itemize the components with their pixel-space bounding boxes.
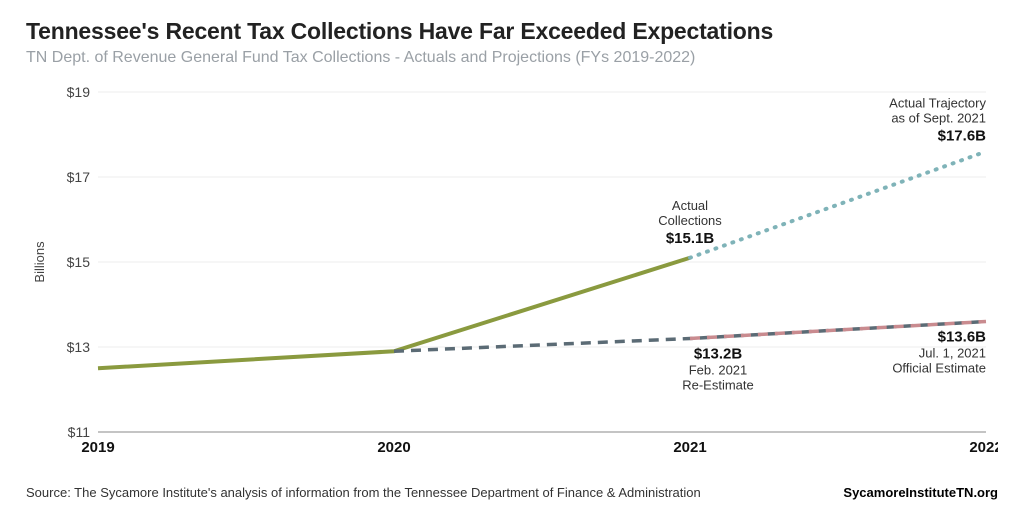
ann-actual-2: Collections [658,213,722,228]
ann-official-2: Official Estimate [892,361,986,376]
x-tick-label: 2020 [377,439,410,456]
ann-traj-1: Actual Trajectory [889,96,986,111]
x-tick-label: 2019 [81,439,114,456]
ann-traj-2: as of Sept. 2021 [891,111,986,126]
chart-title: Tennessee's Recent Tax Collections Have … [26,18,998,45]
chart-footer: Source: The Sycamore Institute's analysi… [26,485,998,500]
ann-official-val: $13.6B [938,329,987,346]
ann-reest-val: $13.2B [694,346,743,363]
y-tick-label: $15 [67,254,91,270]
chart-area: $11 $13 $15 $17 $19 2019 2020 2021 2022 Billions A… [26,72,998,468]
x-tick-label: 2022 [969,439,998,456]
y-tick-label: $19 [67,84,91,100]
ann-actual-1: Actual [672,198,708,213]
chart-subtitle: TN Dept. of Revenue General Fund Tax Col… [26,49,998,67]
series-actual [98,258,690,369]
y-axis-title: Billions [32,241,47,283]
y-tick-label: $13 [67,339,91,355]
ann-reest-1: Feb. 2021 [689,363,748,378]
ann-official-1: Jul. 1, 2021 [919,346,986,361]
series-actual_trajectory [690,152,986,258]
brand-label: SycamoreInstituteTN.org [843,485,998,500]
ann-traj-val: $17.6B [938,128,987,145]
ann-actual-val: $15.1B [666,230,715,247]
ann-reest-2: Re-Estimate [682,378,754,393]
source-note: Source: The Sycamore Institute's analysi… [26,485,701,500]
y-tick-label: $17 [67,169,91,185]
y-tick-label: $11 [68,424,91,440]
x-tick-label: 2021 [673,439,706,456]
